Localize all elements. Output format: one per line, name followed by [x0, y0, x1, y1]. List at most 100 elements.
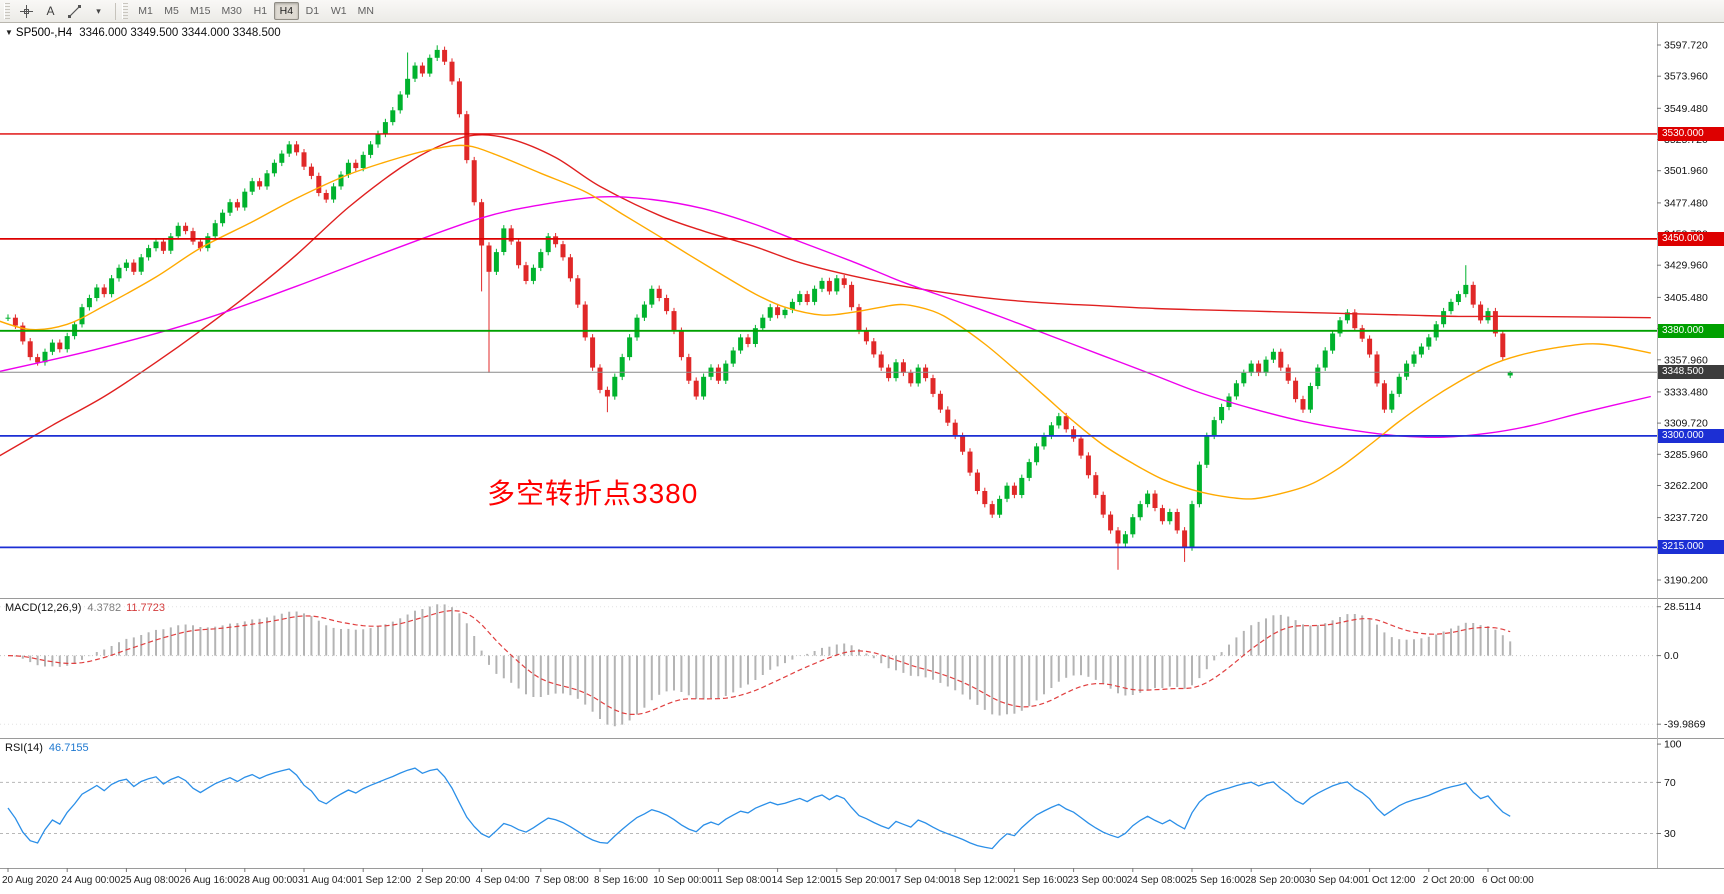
candle — [841, 275, 847, 289]
candle — [434, 45, 440, 61]
timeframe-toolbar-grip[interactable] — [122, 3, 128, 19]
svg-text:-39.9869: -39.9869 — [1664, 719, 1706, 731]
candle — [1196, 461, 1202, 508]
candle — [826, 277, 832, 295]
timeframe-button-w1[interactable]: W1 — [326, 2, 352, 20]
candle — [338, 171, 344, 190]
svg-text:11 Sep 08:00: 11 Sep 08:00 — [712, 875, 771, 886]
candle — [1492, 307, 1498, 337]
axes-layer: 3597.7203573.9603549.4803525.7203501.960… — [0, 23, 1724, 886]
candle — [1011, 482, 1017, 499]
candle — [271, 159, 277, 177]
candle — [257, 177, 263, 190]
candle — [412, 62, 418, 82]
candle — [49, 339, 55, 356]
candle — [1463, 265, 1469, 298]
candle — [886, 364, 892, 382]
candle — [286, 141, 292, 157]
rsi-value: 46.7155 — [48, 742, 89, 754]
candle — [634, 314, 640, 341]
line-studies-dropdown[interactable]: ▾ — [87, 2, 110, 21]
trendline-button[interactable] — [63, 2, 86, 21]
candle — [523, 261, 529, 285]
candle — [64, 332, 70, 353]
candle — [205, 233, 211, 252]
candle — [627, 334, 633, 361]
candle — [390, 107, 396, 126]
text-tool-button[interactable]: A — [39, 2, 62, 21]
timeframe-button-m15[interactable]: M15 — [185, 2, 215, 20]
svg-text:2 Oct 20:00: 2 Oct 20:00 — [1423, 875, 1475, 886]
timeframe-button-m5[interactable]: M5 — [159, 2, 184, 20]
candle — [1293, 377, 1299, 403]
candle — [1056, 412, 1062, 429]
svg-text:18 Sep 12:00: 18 Sep 12:00 — [949, 875, 1009, 886]
macd-panel[interactable] — [0, 604, 1657, 727]
svg-text:6 Oct 00:00: 6 Oct 00:00 — [1482, 875, 1534, 886]
timeframe-button-d1[interactable]: D1 — [300, 2, 325, 20]
timeframe-button-h4[interactable]: H4 — [273, 2, 299, 20]
candle — [279, 150, 285, 167]
timeframe-button-m1[interactable]: M1 — [133, 2, 158, 20]
candle — [619, 353, 625, 381]
candle — [5, 314, 11, 321]
timeframe-button-h1[interactable]: H1 — [248, 2, 273, 20]
slow-ma-line — [0, 134, 1651, 457]
candle — [456, 78, 462, 118]
candle — [649, 285, 655, 308]
candle — [1078, 435, 1084, 459]
candle — [168, 233, 174, 254]
candle — [1093, 472, 1099, 499]
candle — [545, 233, 551, 256]
candle — [1418, 343, 1424, 358]
candle — [553, 233, 559, 248]
svg-text:3285.960: 3285.960 — [1664, 449, 1708, 461]
candle — [1381, 380, 1387, 413]
expand-triangle-icon[interactable]: ▼ — [5, 28, 13, 37]
candle — [1330, 330, 1336, 354]
chevron-down-icon: ▾ — [96, 5, 101, 16]
timeframe-group: M1 M5 M15 M30 H1 H4 D1 W1 MN — [133, 2, 379, 20]
candle — [1359, 324, 1365, 342]
candle — [1470, 281, 1476, 308]
candle — [146, 244, 152, 261]
time-axis[interactable] — [0, 868, 1724, 892]
candle — [1026, 458, 1032, 482]
svg-text:3237.720: 3237.720 — [1664, 512, 1708, 524]
candle — [301, 149, 307, 170]
candle — [109, 275, 115, 298]
candle — [871, 338, 877, 358]
chart-annotation-text[interactable]: 多空转折点3380 — [487, 478, 699, 509]
price-axis[interactable] — [1657, 23, 1724, 868]
svg-text:3357.960: 3357.960 — [1664, 354, 1708, 366]
candle — [678, 327, 684, 361]
timeframe-button-m30[interactable]: M30 — [216, 2, 246, 20]
candle — [1441, 307, 1447, 328]
candle — [582, 301, 588, 341]
candle — [834, 275, 840, 295]
candle — [530, 264, 536, 285]
svg-text:30: 30 — [1664, 828, 1676, 840]
candle — [671, 307, 677, 335]
crosshair-button[interactable] — [15, 2, 38, 21]
candle — [856, 303, 862, 335]
candle — [1204, 432, 1210, 468]
candle — [331, 183, 337, 203]
rsi-panel[interactable] — [0, 767, 1657, 850]
candle — [1404, 360, 1410, 381]
main-price-panel[interactable] — [0, 45, 1657, 570]
svg-text:8 Sep 16:00: 8 Sep 16:00 — [594, 875, 648, 886]
candle — [486, 242, 492, 373]
candle — [597, 364, 603, 394]
candle — [656, 285, 662, 302]
svg-text:20 Aug 2020: 20 Aug 2020 — [2, 875, 59, 886]
candle — [1448, 298, 1454, 315]
svg-text:3333.480: 3333.480 — [1664, 386, 1708, 398]
toolbar-grip[interactable] — [4, 3, 10, 19]
svg-text:3262.200: 3262.200 — [1664, 480, 1708, 492]
candle — [782, 306, 788, 319]
candle — [57, 339, 63, 353]
timeframe-button-mn[interactable]: MN — [353, 2, 379, 20]
candle — [560, 240, 566, 261]
